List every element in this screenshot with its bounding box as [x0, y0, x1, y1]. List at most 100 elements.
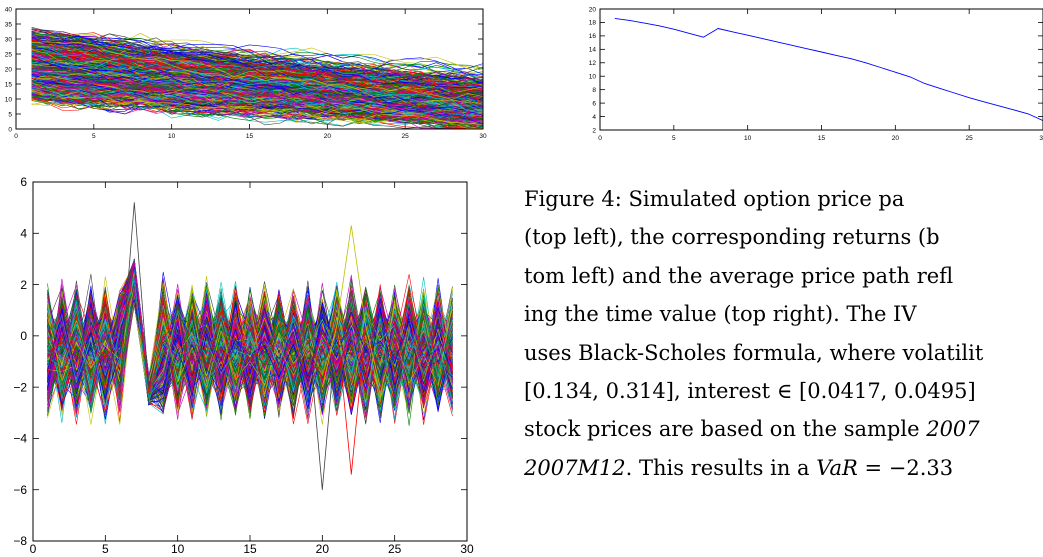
- plot-frame: [15, 8, 484, 130]
- x-tick-label: 10: [744, 135, 752, 142]
- y-tick-label: 14: [589, 47, 597, 54]
- y-tick-label: 10: [5, 96, 13, 103]
- average-price-line: [614, 17, 1043, 122]
- price-path-line: [31, 57, 483, 88]
- plot-frame: [599, 8, 1043, 131]
- caption-text: stock prices are based on the sample: [524, 417, 927, 442]
- x-tick-label: 30: [460, 542, 474, 553]
- y-tick-label: −4: [13, 432, 27, 446]
- x-tick-label: 15: [243, 542, 257, 553]
- return-path-line: [47, 271, 453, 409]
- return-path-line: [47, 271, 453, 405]
- y-tick-label: 2: [592, 127, 596, 134]
- return-path-line: [47, 285, 453, 414]
- return-path-line: [47, 263, 453, 413]
- y-tick-label: 8: [592, 87, 596, 94]
- caption-line: uses Black-Scholes formula, where volati…: [524, 334, 1043, 372]
- x-tick-label: 10: [168, 133, 176, 140]
- caption-line: 2007M12. This results in a VaR = −2.33: [524, 449, 1043, 487]
- y-tick-label: −6: [13, 483, 27, 497]
- x-tick-label: 5: [102, 542, 109, 553]
- x-tick-label: 0: [598, 135, 602, 142]
- caption-text: tom left) and the average price path ref…: [524, 263, 954, 288]
- caption-italic-text: 2007M12: [524, 455, 626, 480]
- price-paths-svg: 0 5 10 15 20 25 30 0 5 10 15 20 25 30 35 40: [5, 6, 487, 140]
- price-path-line: [31, 50, 483, 85]
- y-tick-label: 10: [589, 73, 597, 80]
- price-path-line: [31, 88, 483, 109]
- price-path-line: [31, 30, 483, 84]
- x-tick-label: 0: [14, 133, 18, 140]
- caption-text: (top left), the corresponding returns (b: [524, 225, 940, 250]
- caption-italic-text: 2007: [926, 417, 980, 442]
- y-tick-label: 20: [589, 6, 597, 13]
- caption-italic-text: VaR: [816, 455, 858, 480]
- return-extreme-line: [293, 325, 352, 491]
- price-path-line: [31, 74, 483, 106]
- y-tick-label: 4: [20, 226, 27, 240]
- x-tick-label: 10: [171, 542, 185, 553]
- price-path-line: [31, 67, 483, 119]
- caption-text: . This results in a: [625, 455, 817, 480]
- x-tick-label: 25: [388, 542, 402, 553]
- x-tick-label: 20: [892, 135, 900, 142]
- y-tick-label: −8: [13, 534, 27, 548]
- x-tick-label: 25: [402, 133, 410, 140]
- price-path-line: [31, 69, 483, 110]
- price-path-line: [31, 84, 483, 122]
- price-path-line: [31, 81, 483, 114]
- average-price-chart: 0 5 10 15 20 25 30 2 4 6 8 10 12 14 16 18 20: [560, 0, 1043, 154]
- price-path-line: [31, 58, 483, 109]
- caption-line: Figure 4: Simulated option price pa: [524, 180, 1043, 218]
- return-path-line: [47, 293, 453, 416]
- price-path-line: [31, 81, 483, 109]
- caption-text: [0.134, 0.314], interest ∈ [0.0417, 0.04…: [524, 379, 976, 404]
- x-tick-label: 25: [966, 135, 974, 142]
- price-paths-chart: 0 5 10 15 20 25 30 0 5 10 15 20 25 30 35 40: [0, 0, 500, 144]
- y-tick-label: 25: [5, 51, 13, 58]
- y-tick-label: 20: [5, 66, 13, 73]
- y-tick-label: 6: [592, 100, 596, 107]
- price-path-line: [31, 76, 483, 119]
- y-tick-label: 4: [592, 114, 596, 121]
- price-path-line: [31, 46, 483, 109]
- x-tick-label: 5: [92, 133, 96, 140]
- y-tick-label: 0: [20, 329, 27, 343]
- caption-line: [0.134, 0.314], interest ∈ [0.0417, 0.04…: [524, 372, 1043, 410]
- x-tick-label: 30: [479, 133, 487, 140]
- return-path-line: [47, 285, 453, 401]
- returns-svg: 0 5 10 15 20 25 30 −8 −6 −4 −2 0 2 4 6: [13, 175, 474, 556]
- x-tick-label: 5: [672, 135, 676, 142]
- caption-line: (top left), the corresponding returns (b: [524, 218, 1043, 256]
- y-tick-label: 5: [8, 111, 12, 118]
- price-path-line: [31, 74, 483, 114]
- price-path-line: [31, 36, 483, 110]
- price-path-line: [31, 84, 483, 113]
- caption-text: = −2.33: [857, 455, 954, 480]
- y-tick-label: 0: [8, 126, 12, 133]
- price-path-line: [31, 41, 483, 104]
- y-tick-label: 12: [589, 60, 597, 67]
- axes: 0 5 10 15 20 25 30 2 4 6 8 10 12 14 16 18 20: [589, 6, 1043, 142]
- price-path-line: [31, 42, 483, 122]
- return-path-line: [47, 265, 453, 406]
- y-tick-label: 15: [5, 81, 13, 88]
- x-tick-label: 0: [30, 542, 37, 553]
- return-extreme-line: [321, 225, 381, 388]
- y-tick-label: 30: [5, 36, 13, 43]
- x-tick-label: 30: [1039, 135, 1043, 142]
- price-path-line: [31, 99, 483, 120]
- price-path-line: [31, 35, 483, 107]
- return-path-line: [47, 263, 453, 409]
- return-path-line: [47, 262, 453, 396]
- y-tick-label: −2: [13, 380, 27, 394]
- x-tick-label: 20: [316, 542, 330, 553]
- return-path-line: [47, 280, 453, 421]
- return-path-line: [47, 259, 453, 391]
- plot-frame: [32, 181, 468, 542]
- y-tick-label: 35: [5, 21, 13, 28]
- price-path-line: [31, 43, 483, 81]
- caption-line: stock prices are based on the sample 200…: [524, 410, 1043, 448]
- price-path-line: [31, 61, 483, 117]
- caption-line: tom left) and the average price path ref…: [524, 257, 1043, 295]
